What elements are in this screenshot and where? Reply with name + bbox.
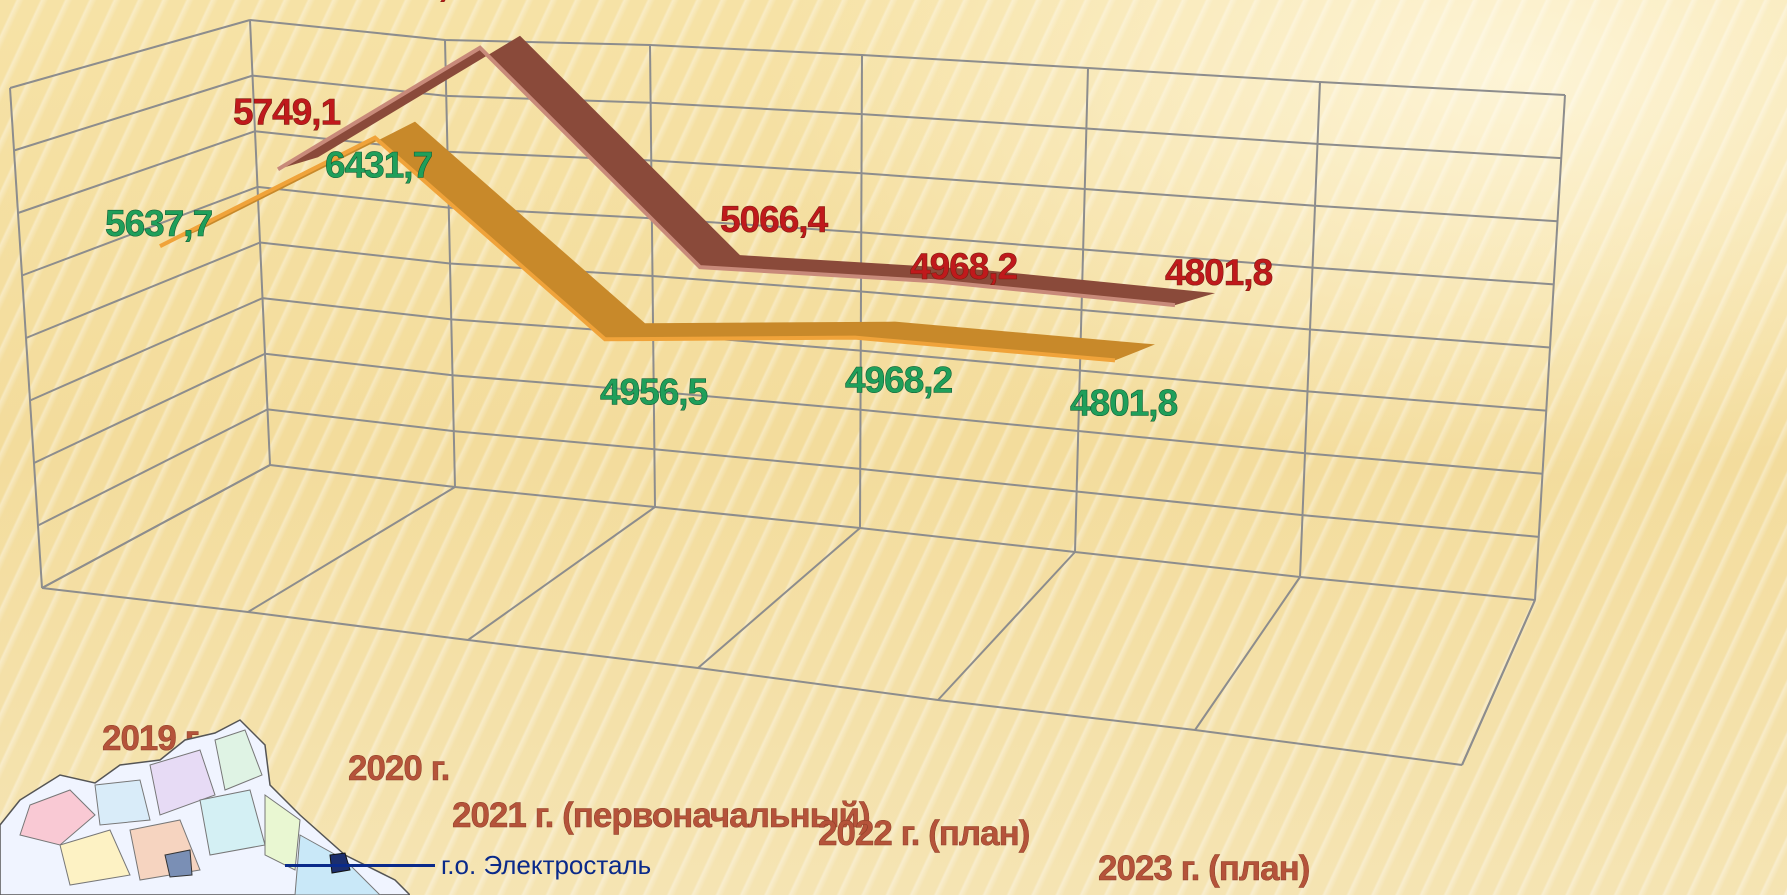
legend-label: г.о. Электросталь [441,849,652,880]
grid-line [41,587,1463,766]
data-label-series-b: 6597,1 [360,0,468,4]
data-label-series-b: 5066,4 [720,199,829,240]
grid-line [9,87,43,589]
grid-line [252,74,1562,160]
grid-line [37,408,268,527]
data-label-series-a: 4968,2 [845,360,953,401]
series-a-ribbon [160,121,1155,361]
grid-line [21,185,258,277]
grid-line [29,297,263,402]
grid-line [257,185,1554,286]
grid-line [467,506,656,641]
category-label: 2022 г. (план) [818,814,1029,853]
category-label: 2023 г. (план) [1098,849,1309,888]
grid-line [1194,576,1301,731]
category-label: 2021 г. (первоначальный) [452,796,870,835]
series-b-line [276,45,1176,308]
chart-value-labels: 5749,1 6597,1 5066,4 4968,2 4801,8 5637,7 6431… [105,0,1274,424]
data-label-series-a: 5637,7 [105,203,212,244]
category-label: 2020 г. [348,749,449,788]
grid-line [17,130,256,214]
data-label-series-a: 4956,5 [600,371,708,412]
grid-line [9,19,251,89]
chart-legend: г.о. Электросталь [285,850,651,880]
grid-line [247,486,456,613]
data-label-series-b: 4968,2 [910,246,1018,287]
series-a-line [159,135,1116,363]
data-label-series-a: 4801,8 [1070,382,1178,423]
grid-line [937,551,1076,701]
grid-line [41,464,271,589]
legend-line-icon [285,863,435,867]
data-label-series-b: 4801,8 [1165,252,1273,293]
grid-line [25,241,261,339]
chart-grid [9,19,1566,766]
data-label-series-b: 5749,1 [233,91,341,132]
grid-line [264,352,1543,475]
grid-line [259,241,1551,349]
chart-ribbons [159,35,1215,363]
grid-line [1461,599,1536,766]
grid-line [262,297,1547,412]
grid-line [33,352,266,464]
grid-line [697,527,861,669]
data-label-series-a: 6431,7 [325,145,432,186]
grid-line [267,408,1539,538]
chart-category-labels: 2019 г.2020 г.2021 г. (первоначальный)20… [102,719,1311,889]
grid-line [13,74,253,152]
grid-line [269,464,1536,601]
grid-line [249,19,1566,96]
